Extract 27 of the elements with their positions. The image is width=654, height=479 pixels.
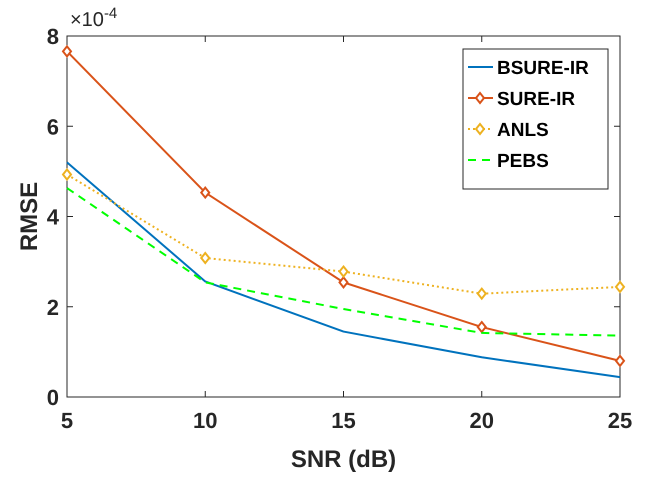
x-tick-label: 25 [608, 408, 632, 433]
point [615, 354, 625, 367]
point [476, 321, 487, 334]
x-tick-label: 20 [470, 408, 494, 433]
point [62, 168, 72, 181]
y-tick-label: 8 [46, 24, 59, 49]
point [338, 276, 348, 288]
point [200, 252, 210, 264]
legend-label: ANLS [497, 120, 549, 141]
legend-label: SURE-IR [497, 89, 576, 110]
point [200, 186, 210, 199]
x-tick-label: 10 [193, 408, 218, 433]
y-tick-label: 4 [46, 204, 60, 230]
point [62, 45, 72, 58]
y-tick-label: 0 [46, 385, 59, 410]
y-tick-label: 6 [46, 114, 59, 140]
text: ×10$^{-4}$ [70, 4, 118, 31]
point [476, 288, 487, 300]
y-tick-label: 2 [46, 294, 59, 320]
y-axis-title: RMSE [16, 182, 43, 252]
legend-label: PEBS [497, 151, 549, 172]
x-tick-label: 15 [331, 408, 356, 433]
legend-label: BSURE-IR [497, 58, 590, 79]
point [615, 280, 625, 293]
x-axis-title: SNR (dB) [290, 446, 396, 473]
x-tick-label: 5 [60, 408, 74, 433]
point [338, 266, 348, 278]
